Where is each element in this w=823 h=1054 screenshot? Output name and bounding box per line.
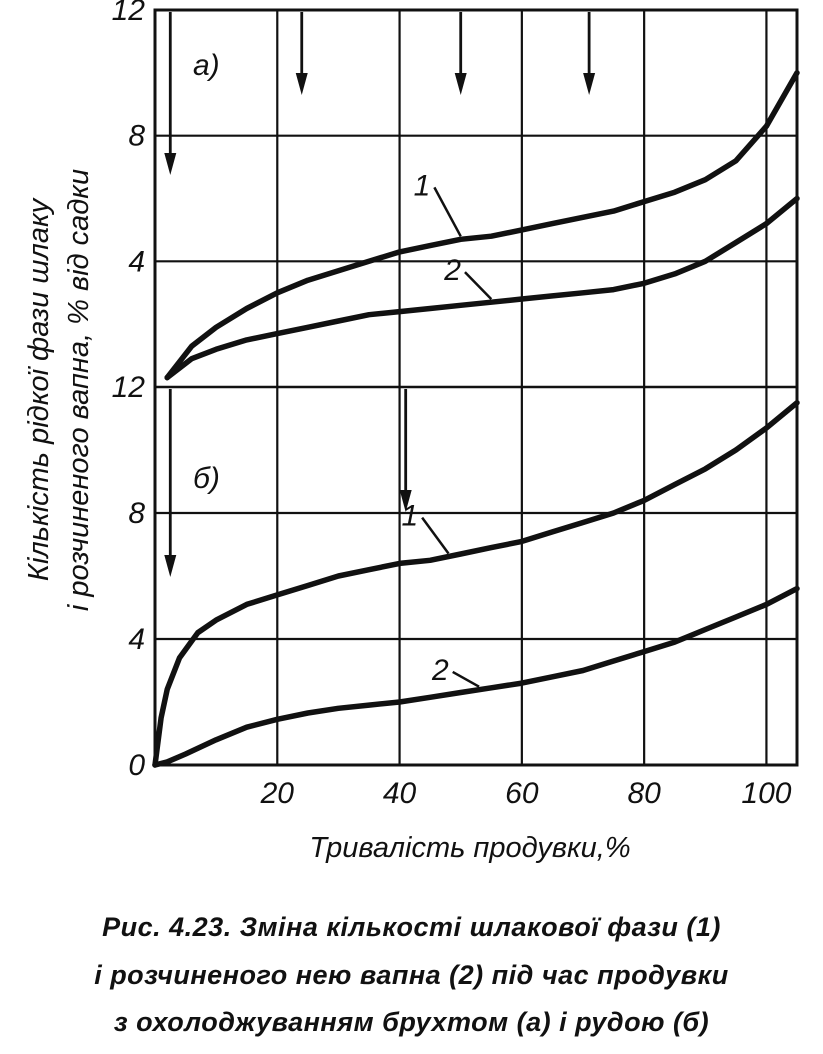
figure-caption-line2: і розчиненого нею вапна (2) під час прод…	[94, 960, 729, 990]
panel-a-y-tick-label: 4	[128, 245, 145, 278]
x-tick-label: 20	[260, 777, 295, 810]
panel-b-series-1-leader	[421, 516, 450, 555]
panel-a-series-2-leader	[464, 271, 493, 301]
panel-a-series-1-label: 1	[414, 169, 431, 202]
x-tick-label: 100	[741, 777, 791, 810]
panel-a-arrow-head	[295, 73, 308, 95]
y-axis-label-line1: Кількість рідкої фази шлаку	[23, 197, 55, 581]
figure-caption-line3: з охолоджуванням брухтом (а) і рудою (б)	[113, 1007, 710, 1037]
panel-a-arrow-head	[454, 73, 467, 95]
panel-a-arrow-head	[583, 73, 596, 95]
panel-b-y-tick-label: 4	[128, 623, 145, 656]
y-axis-label-line2: і розчиненого вапна, % від садки	[63, 169, 95, 611]
x-tick-label: 80	[627, 777, 661, 810]
panel-a-y-tick-label: 12	[112, 0, 146, 27]
panel-a-series-1-leader	[433, 186, 462, 237]
panel-b-y-tick-label: 8	[128, 497, 145, 530]
panel-b-y-tick-label: 0	[128, 749, 145, 782]
panel-b-label: б)	[193, 462, 220, 495]
arrow-layer	[164, 12, 596, 577]
panel-b-series-2-leader	[452, 670, 480, 688]
panel-b-series-2-label: 2	[431, 654, 449, 687]
panel-b-series-1-label: 1	[401, 500, 418, 533]
panel-b-arrow-head	[164, 555, 177, 577]
panel-a-label: а)	[193, 49, 220, 82]
panel-b-series-2-line	[152, 585, 800, 768]
curve-layer	[152, 70, 800, 768]
panel-b-y-tick-label: 12	[112, 371, 146, 404]
panel-a-y-tick-label: 8	[128, 120, 145, 153]
x-tick-label: 60	[505, 777, 539, 810]
grid-layer	[153, 8, 799, 767]
panel-b-arrow-head	[399, 490, 412, 512]
panel-a-arrow-head	[164, 153, 177, 175]
panel-a-series-2-label: 2	[443, 254, 461, 287]
panel-a-series-1-line	[164, 70, 800, 381]
x-tick-label: 40	[383, 777, 417, 810]
figure-caption-line1: Рис. 4.23. Зміна кількості шлакової фази…	[102, 912, 721, 942]
panel-b-series-1-line	[152, 400, 800, 768]
panel-a-series-2-line	[164, 195, 800, 381]
x-axis-label: Тривалість продувки,%	[309, 832, 630, 864]
